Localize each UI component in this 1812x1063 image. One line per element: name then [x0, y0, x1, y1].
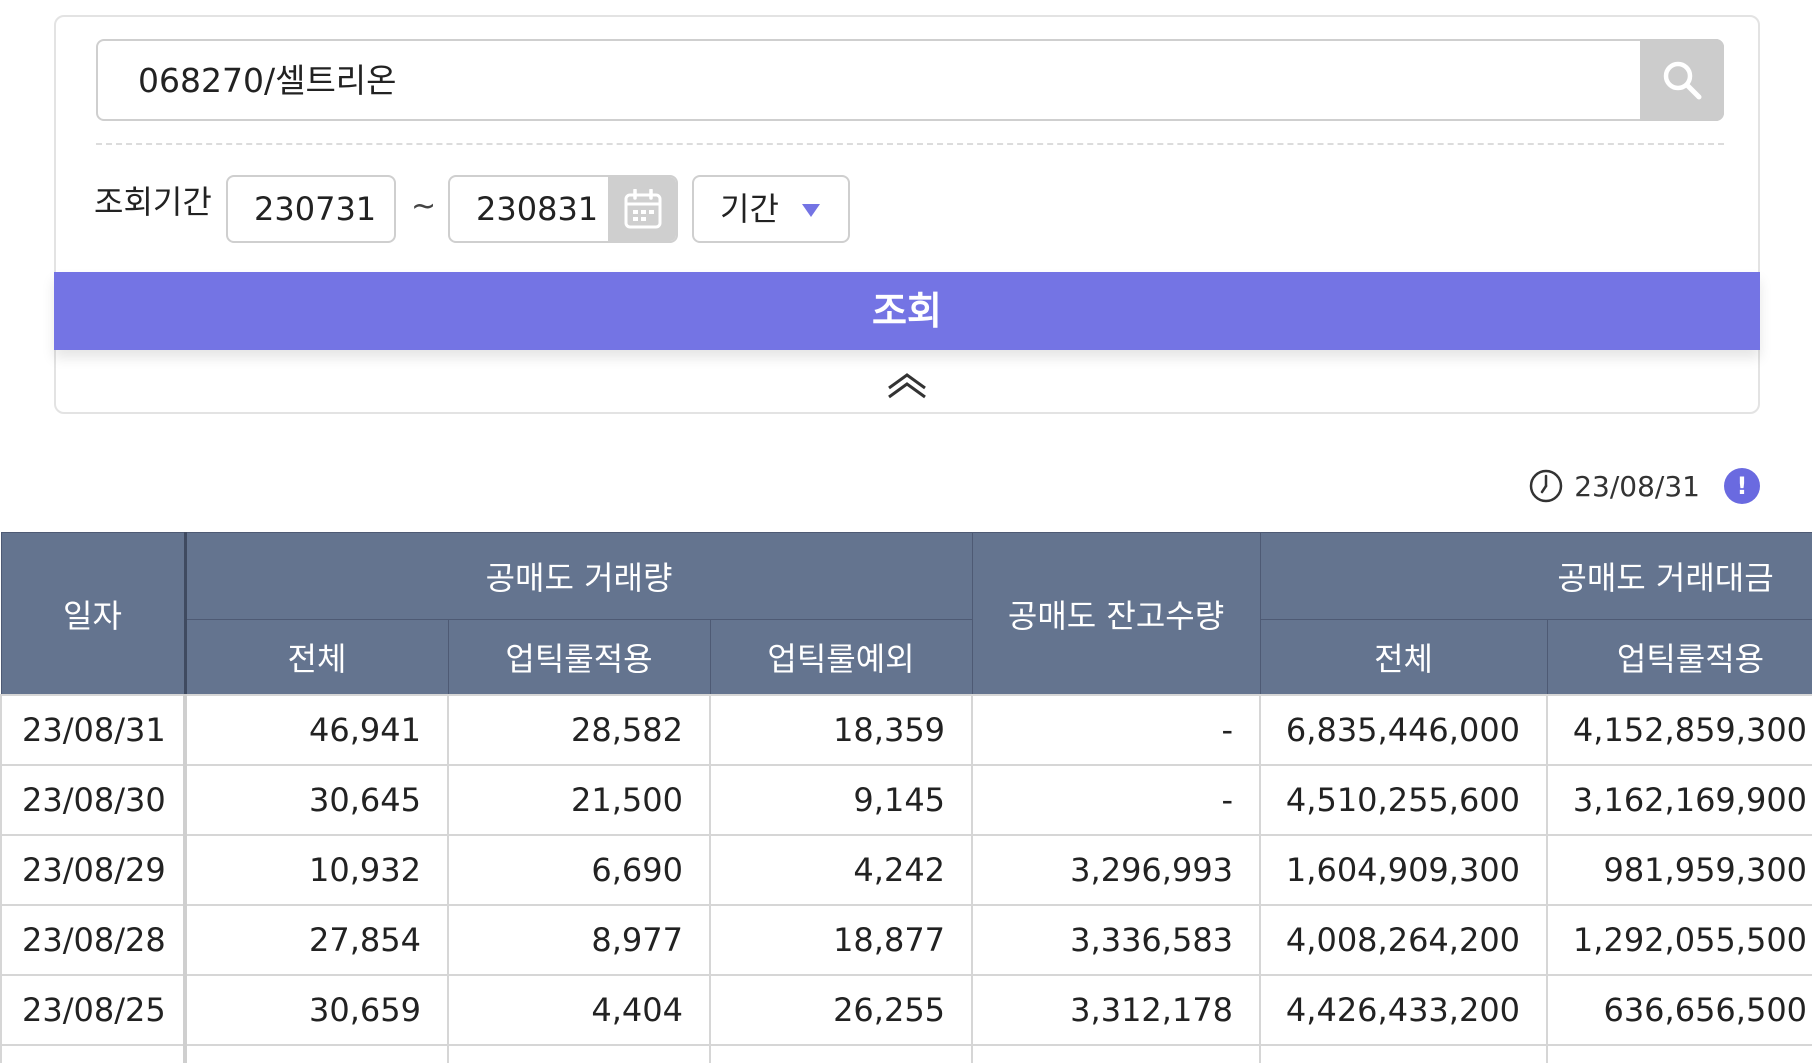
volume-total-cell: 46,941 — [184, 694, 449, 766]
end-date-field[interactable]: 230831 — [448, 175, 678, 243]
header-volume-uptick-exempt: 업틱룰예외 — [709, 619, 973, 696]
table-row: 23/08/30 30,645 21,500 9,145 - 4,510,255… — [0, 764, 1812, 836]
short-selling-table-container: 일자 공매도 거래량 공매도 잔고수량 공매도 거래대금 전체 업틱룰적용 업틱… — [0, 532, 1812, 1063]
search-icon — [1663, 61, 1702, 100]
volume-uptick-applied-cell — [447, 1044, 711, 1063]
balance-cell: 3,312,178 — [971, 974, 1262, 1046]
header-volume-uptick-applied: 업틱룰적용 — [447, 619, 711, 696]
amount-total-cell: 4,510,255,600 — [1259, 764, 1549, 836]
header-short-amount-label: 공매도 거래대금 — [1557, 559, 1774, 597]
balance-cell — [971, 1044, 1262, 1063]
date-cell: 23/08/30 — [0, 764, 187, 836]
table-row — [0, 1044, 1812, 1063]
chevron-double-up-icon — [888, 373, 926, 399]
date-separator: ~ — [411, 189, 437, 224]
amount-uptick-applied-cell: 3,162,169,900 — [1546, 764, 1812, 836]
amount-total-cell: 1,604,909,300 — [1259, 834, 1549, 906]
amount-total-cell: 4,008,264,200 — [1259, 904, 1549, 976]
volume-uptick-applied-cell: 28,582 — [447, 694, 711, 766]
header-amount-uptick-applied: 업틱룰적용 — [1546, 619, 1812, 696]
amount-uptick-applied-cell: 636,656,500 — [1546, 974, 1812, 1046]
volume-total-cell — [184, 1044, 449, 1063]
volume-uptick-applied-cell: 4,404 — [447, 974, 711, 1046]
period-select[interactable]: 기간 — [692, 175, 850, 243]
search-panel: 조회기간 230731 ~ 230831 기간 조회 — [54, 15, 1760, 414]
volume-uptick-applied-cell: 6,690 — [447, 834, 711, 906]
volume-total-cell: 27,854 — [184, 904, 449, 976]
caret-down-icon — [802, 204, 820, 217]
stock-search-box — [96, 39, 1724, 121]
date-cell — [0, 1044, 187, 1063]
amount-total-cell: 6,835,446,000 — [1259, 694, 1549, 766]
balance-cell: 3,296,993 — [971, 834, 1262, 906]
amount-uptick-applied-cell: 981,959,300 — [1546, 834, 1812, 906]
date-cell: 23/08/29 — [0, 834, 187, 906]
volume-total-cell: 30,659 — [184, 974, 449, 1046]
header-short-volume: 공매도 거래량 — [184, 532, 973, 620]
volume-uptick-applied-cell: 21,500 — [447, 764, 711, 836]
clock-icon — [1529, 469, 1563, 503]
volume-uptick-exempt-cell — [708, 1044, 974, 1063]
date-cell: 23/08/31 — [0, 694, 187, 766]
amount-total-cell — [1259, 1044, 1549, 1063]
volume-uptick-exempt-cell: 4,242 — [708, 834, 974, 906]
collapse-button[interactable] — [882, 365, 932, 405]
start-date-value: 230731 — [254, 190, 377, 228]
amount-uptick-applied-cell: 1,292,055,500 — [1546, 904, 1812, 976]
volume-uptick-exempt-cell: 18,877 — [708, 904, 974, 976]
calendar-button[interactable] — [608, 177, 676, 241]
balance-cell: - — [971, 694, 1262, 766]
divider — [96, 143, 1724, 145]
amount-uptick-applied-cell — [1546, 1044, 1812, 1063]
query-button[interactable]: 조회 — [54, 272, 1760, 350]
table-row: 23/08/31 46,941 28,582 18,359 - 6,835,44… — [0, 694, 1812, 766]
volume-total-cell: 10,932 — [184, 834, 449, 906]
header-volume-total: 전체 — [184, 619, 449, 696]
end-date-value: 230831 — [476, 190, 599, 228]
header-date: 일자 — [0, 532, 187, 696]
table-row: 23/08/29 10,932 6,690 4,242 3,296,993 1,… — [0, 834, 1812, 906]
header-short-balance: 공매도 잔고수량 — [971, 532, 1261, 696]
amount-uptick-applied-cell: 4,152,859,300 — [1546, 694, 1812, 766]
start-date-field[interactable]: 230731 — [226, 175, 396, 243]
short-selling-table: 일자 공매도 거래량 공매도 잔고수량 공매도 거래대금 전체 업틱룰적용 업틱… — [0, 532, 1812, 1063]
amount-total-cell: 4,426,433,200 — [1259, 974, 1549, 1046]
balance-cell: 3,336,583 — [971, 904, 1262, 976]
date-cell: 23/08/25 — [0, 974, 187, 1046]
volume-uptick-exempt-cell: 26,255 — [708, 974, 974, 1046]
stock-search-input[interactable] — [136, 41, 1620, 121]
table-row: 23/08/28 27,854 8,977 18,877 3,336,583 4… — [0, 904, 1812, 976]
volume-total-cell: 30,645 — [184, 764, 449, 836]
balance-cell: - — [971, 764, 1262, 836]
period-select-value: 기간 — [720, 190, 779, 228]
search-button[interactable] — [1640, 39, 1724, 121]
volume-uptick-exempt-cell: 9,145 — [708, 764, 974, 836]
update-info: 23/08/31 ! — [1528, 466, 1760, 506]
calendar-icon — [624, 189, 662, 229]
info-icon[interactable]: ! — [1724, 468, 1760, 504]
update-time: 23/08/31 — [1574, 469, 1700, 503]
volume-uptick-exempt-cell: 18,359 — [708, 694, 974, 766]
header-amount-total: 전체 — [1259, 619, 1548, 696]
period-label: 조회기간 — [94, 183, 212, 221]
table-row: 23/08/25 30,659 4,404 26,255 3,312,178 4… — [0, 974, 1812, 1046]
date-cell: 23/08/28 — [0, 904, 187, 976]
header-short-amount: 공매도 거래대금 — [1259, 532, 1812, 620]
volume-uptick-applied-cell: 8,977 — [447, 904, 711, 976]
